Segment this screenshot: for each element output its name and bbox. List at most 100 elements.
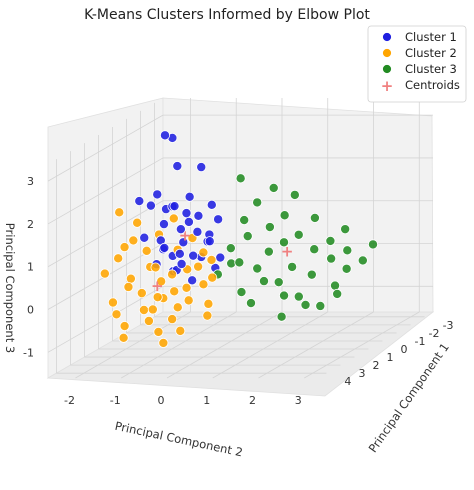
cluster-1-point bbox=[206, 199, 217, 210]
grid-line-z bbox=[47, 157, 164, 225]
cluster-2-point bbox=[198, 247, 209, 258]
cluster-2-point bbox=[143, 315, 154, 326]
cluster-3-point bbox=[226, 258, 237, 269]
cluster-3-point bbox=[289, 189, 300, 200]
cluster-3-point bbox=[315, 300, 326, 311]
cluster-3-point bbox=[326, 253, 337, 264]
cluster-1-point bbox=[181, 208, 192, 219]
cluster-1-point bbox=[158, 219, 169, 230]
cluster-3-point bbox=[340, 224, 351, 235]
cluster-2-point bbox=[167, 314, 178, 325]
cluster-1-point bbox=[213, 214, 224, 225]
legend-marker-cluster-1 bbox=[382, 32, 392, 42]
cluster-3-point bbox=[279, 210, 290, 221]
x-tick-label: 3 bbox=[295, 394, 302, 407]
x-tick-label: -1 bbox=[110, 394, 121, 407]
cluster-2-point bbox=[198, 279, 209, 290]
cluster-2-point bbox=[181, 282, 192, 293]
cluster-3-point bbox=[278, 237, 289, 248]
cluster-2-point bbox=[119, 321, 130, 332]
cluster-3-point bbox=[268, 182, 279, 193]
cluster-2-point bbox=[99, 268, 110, 279]
cluster-1-point bbox=[196, 162, 207, 173]
grid-line-z bbox=[47, 200, 164, 268]
cluster-2-point bbox=[114, 207, 125, 218]
grid-line-x bbox=[166, 311, 283, 379]
cluster-2-point bbox=[150, 262, 161, 273]
cluster-2-point bbox=[206, 254, 217, 265]
cluster-1-point bbox=[178, 237, 189, 248]
cluster-3-point bbox=[263, 246, 274, 257]
cluster-2-point bbox=[123, 281, 134, 292]
legend-marker-cluster-3 bbox=[382, 64, 392, 74]
cluster-3-point bbox=[330, 280, 341, 291]
cluster-3-point bbox=[252, 197, 263, 208]
cluster-3-point bbox=[332, 288, 343, 299]
legend-box bbox=[367, 25, 467, 103]
cluster-3-point bbox=[273, 277, 284, 288]
cluster-2-point bbox=[183, 295, 194, 306]
grid-line-x bbox=[121, 311, 237, 379]
cluster-1-point bbox=[184, 191, 195, 202]
cluster-2-point bbox=[107, 297, 118, 308]
cluster-1-point bbox=[152, 189, 163, 200]
cluster-3-point bbox=[279, 290, 290, 301]
y-tick-label: 0 bbox=[401, 343, 408, 356]
cluster-1-point bbox=[193, 210, 204, 221]
y-tick-label: 4 bbox=[344, 375, 351, 388]
x-tick-label: 2 bbox=[249, 394, 256, 407]
legend-label-centroids: Centroids bbox=[405, 78, 460, 92]
cluster-1-point bbox=[172, 161, 183, 172]
cluster-2-point bbox=[113, 253, 124, 264]
chart-title: K-Means Clusters Informed by Elbow Plot bbox=[84, 7, 370, 23]
cluster-3-point bbox=[367, 239, 378, 250]
x-tick-label: 1 bbox=[203, 394, 210, 407]
cluster-1-point bbox=[139, 232, 150, 243]
cluster-1-point bbox=[204, 236, 215, 247]
cluster-1-point bbox=[159, 242, 170, 253]
grid-line-x bbox=[212, 311, 328, 379]
cluster-1-point bbox=[169, 201, 180, 212]
cluster-2-point bbox=[138, 304, 149, 315]
grid-line-x bbox=[258, 311, 374, 379]
grid-line-x bbox=[304, 311, 420, 379]
cluster-1-point bbox=[183, 216, 194, 227]
cluster-3-point bbox=[293, 229, 304, 240]
cluster-2-point bbox=[153, 326, 164, 337]
cluster-3-point bbox=[245, 298, 256, 309]
cluster-3-point bbox=[325, 235, 336, 246]
cluster-2-point bbox=[132, 217, 143, 228]
cluster-2-point bbox=[128, 235, 139, 246]
y-tick-label: -2 bbox=[429, 327, 440, 340]
z-tick-label: -1 bbox=[23, 346, 34, 359]
cluster-3-point bbox=[258, 276, 269, 287]
cluster-1-point bbox=[175, 224, 186, 235]
grid-lines bbox=[47, 98, 433, 379]
cluster-2-point bbox=[193, 261, 204, 272]
cluster-3-point bbox=[300, 299, 311, 310]
cluster-3-point bbox=[236, 287, 247, 298]
cluster-3-point bbox=[264, 222, 275, 233]
cluster-2-point bbox=[169, 286, 180, 297]
cluster-3-point bbox=[357, 255, 368, 266]
cluster-2-point bbox=[207, 272, 218, 283]
legend-label-cluster-3: Cluster 3 bbox=[405, 62, 457, 76]
data-points: +++ bbox=[99, 130, 378, 348]
cluster-1-point bbox=[176, 258, 187, 269]
cluster-3-point bbox=[242, 231, 253, 242]
cluster-2-point bbox=[119, 242, 130, 253]
cluster-1-point bbox=[145, 200, 156, 211]
y-tick-label: 2 bbox=[372, 359, 379, 372]
cluster-2-point bbox=[147, 304, 158, 315]
cluster-2-point bbox=[158, 337, 169, 348]
cluster-3-point bbox=[342, 245, 353, 256]
legend: Cluster 1 Cluster 2 Cluster 3 + Centroid… bbox=[367, 25, 467, 103]
cluster-3-point bbox=[287, 261, 298, 272]
cluster-2-point bbox=[152, 292, 163, 303]
cluster-3-point bbox=[309, 212, 320, 223]
cluster-2-point bbox=[125, 273, 136, 284]
cluster-3-point bbox=[293, 291, 304, 302]
cluster-2-point bbox=[156, 276, 167, 287]
